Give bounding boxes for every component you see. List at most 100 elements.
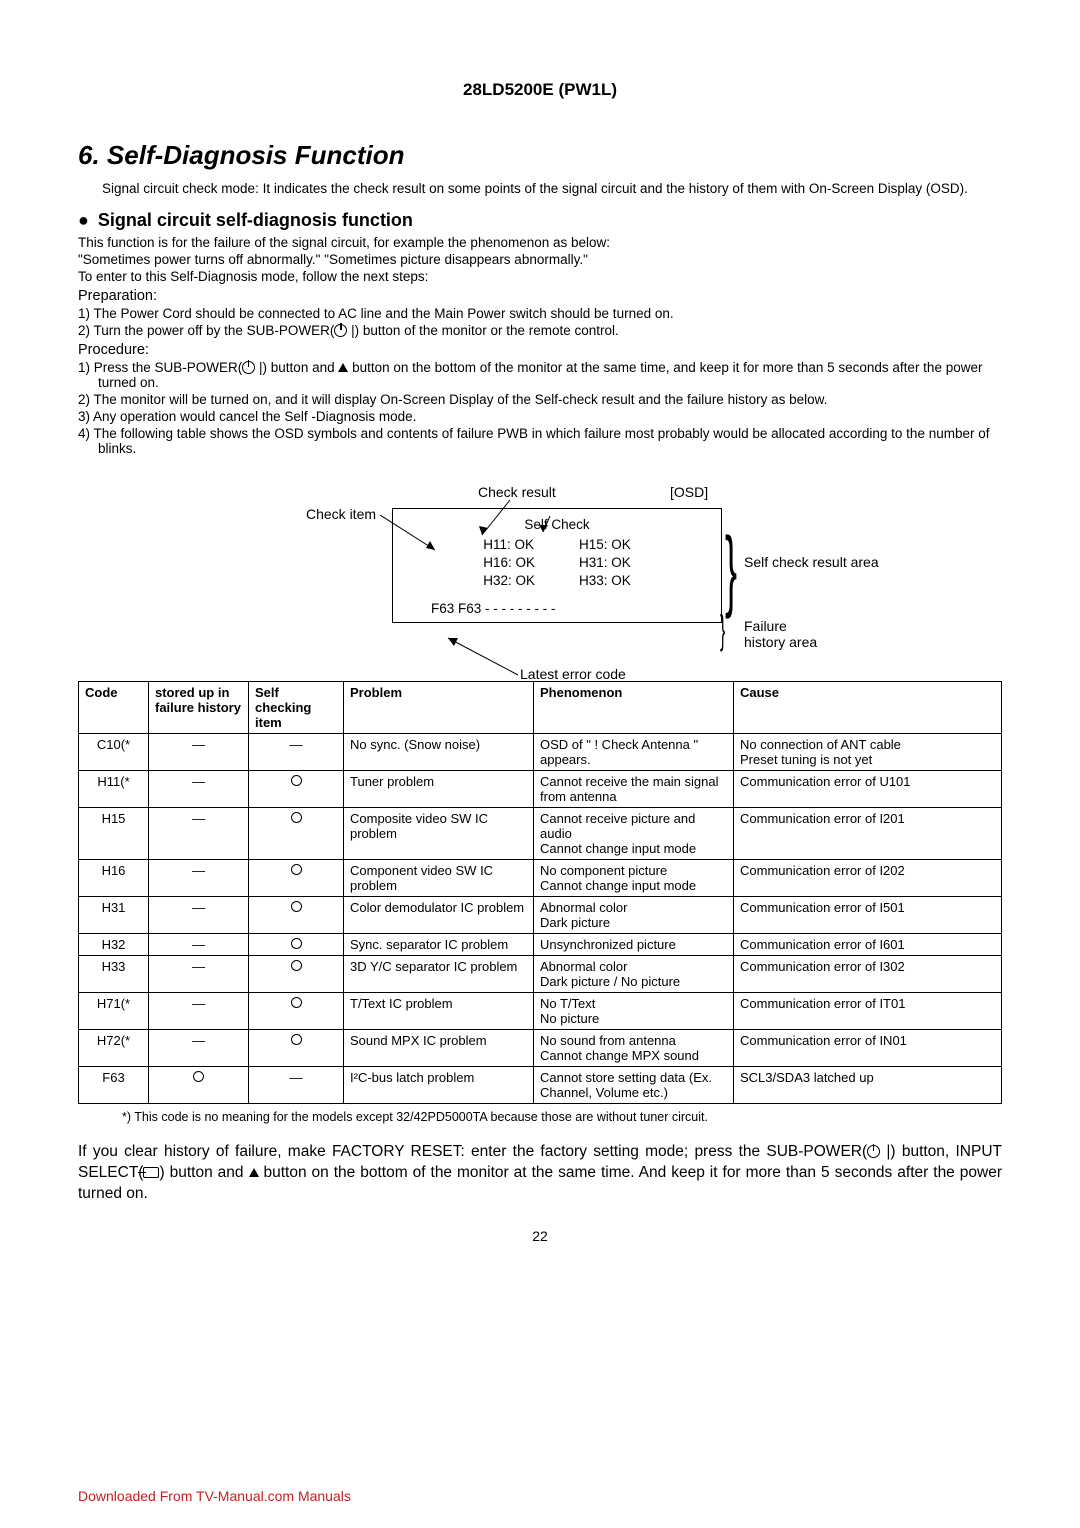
brace-icon: }	[720, 620, 725, 640]
table-cell: H11(*	[79, 770, 149, 807]
proc-step-3: 3) Any operation would cancel the Self -…	[78, 409, 1002, 424]
circle-mark-icon	[291, 812, 302, 823]
table-cell: Communication error of I201	[734, 807, 1002, 859]
osd-c2r1: H15: OK	[579, 536, 631, 554]
table-cell	[149, 1066, 249, 1103]
table-cell: Abnormal colorDark picture / No picture	[534, 955, 734, 992]
table-cell: H15	[79, 807, 149, 859]
table-cell	[249, 807, 344, 859]
table-row: C10(*——No sync. (Snow noise)OSD of " ! C…	[79, 733, 1002, 770]
prep2b: ) button of the monitor or the remote co…	[355, 323, 619, 338]
table-cell	[249, 859, 344, 896]
osd-c1r1: H11: OK	[483, 536, 535, 554]
circle-mark-icon	[291, 901, 302, 912]
section-title: 6. Self-Diagnosis Function	[78, 140, 1002, 171]
table-cell: 3D Y/C separator IC problem	[344, 955, 534, 992]
table-row: H31— Color demodulator IC problemAbnormal…	[79, 896, 1002, 933]
table-cell: —	[149, 770, 249, 807]
proc-step-2: 2) The monitor will be turned on, and it…	[78, 392, 1002, 407]
osd-failure-line: F63 F63 - - - - - - - - -	[393, 601, 721, 616]
table-cell: No sound from antennaCannot change MPX s…	[534, 1029, 734, 1066]
power-icon	[334, 324, 347, 337]
table-row: H16—Component video SW IC problemNo comp…	[79, 859, 1002, 896]
prep-step-2: 2) Turn the power off by the SUB-POWER( …	[78, 323, 1002, 338]
p1b: ) button and	[263, 360, 339, 375]
table-row: H72(*— Sound MPX IC problemNo sound from …	[79, 1029, 1002, 1066]
th-stored: stored up in failure history	[149, 681, 249, 733]
th-cause: Cause	[734, 681, 1002, 733]
procedure-label: Procedure:	[78, 342, 1002, 358]
table-row: H33—3D Y/C separator IC problemAbnormal …	[79, 955, 1002, 992]
osd-c1r2: H16: OK	[483, 554, 535, 572]
label-check-item: Check item	[306, 506, 376, 522]
intro-line-3: To enter to this Self-Diagnosis mode, fo…	[78, 269, 1002, 284]
up-triangle-icon	[249, 1168, 259, 1177]
table-cell: SCL3/SDA3 latched up	[734, 1066, 1002, 1103]
cc: ) button and	[159, 1164, 248, 1181]
table-cell: Communication error of IT01	[734, 992, 1002, 1029]
bullet-icon: ●	[78, 210, 89, 230]
circle-mark-icon	[291, 938, 302, 949]
th-problem: Problem	[344, 681, 534, 733]
osd-inner-title: Self Check	[393, 517, 721, 532]
table-cell	[249, 770, 344, 807]
table-cell: Tuner problem	[344, 770, 534, 807]
circle-mark-icon	[291, 1034, 302, 1045]
osd-c2r2: H31: OK	[579, 554, 631, 572]
circle-mark-icon	[291, 997, 302, 1008]
table-cell: —	[149, 955, 249, 992]
table-cell: Cannot receive picture and audioCannot c…	[534, 807, 734, 859]
osd-diagram: Check result [OSD] Check item Self Check…	[260, 490, 820, 667]
ca: If you clear history of failure, make FA…	[78, 1143, 867, 1160]
th-check: Self checking item	[249, 681, 344, 733]
table-cell	[249, 955, 344, 992]
table-row: H32—Sync. separator IC problemUnsynchron…	[79, 933, 1002, 955]
table-row: H11(*— Tuner problemCannot receive the ma…	[79, 770, 1002, 807]
power-icon	[242, 361, 255, 374]
table-cell: No component pictureCannot change input …	[534, 859, 734, 896]
th-phenom: Phenomenon	[534, 681, 734, 733]
table-cell: —	[149, 807, 249, 859]
up-triangle-icon	[338, 363, 348, 372]
table-cell	[249, 992, 344, 1029]
section-name: Self-Diagnosis Function	[107, 140, 405, 170]
brace-icon: }	[725, 548, 737, 593]
proc-step-1: 1) Press the SUB-POWER( |) button and bu…	[78, 360, 1002, 390]
table-cell: —	[249, 1066, 344, 1103]
preparation-label: Preparation:	[78, 288, 1002, 304]
prep-step-1: 1) The Power Cord should be connected to…	[78, 306, 1002, 321]
intro-text: Signal circuit check mode: It indicates …	[102, 181, 1002, 196]
table-cell: —	[149, 733, 249, 770]
table-cell: H71(*	[79, 992, 149, 1029]
table-cell: OSD of " ! Check Antenna " appears.	[534, 733, 734, 770]
table-cell: Sound MPX IC problem	[344, 1029, 534, 1066]
table-cell: —	[149, 896, 249, 933]
label-osd: [OSD]	[670, 484, 708, 500]
circle-mark-icon	[291, 775, 302, 786]
table-header-row: Code stored up in failure history Self c…	[79, 681, 1002, 733]
table-cell	[249, 933, 344, 955]
p1a: 1) Press the SUB-POWER(	[78, 360, 242, 375]
table-cell: C10(*	[79, 733, 149, 770]
table-cell: Cannot receive the main signal from ante…	[534, 770, 734, 807]
table-cell: Unsynchronized picture	[534, 933, 734, 955]
table-cell: Cannot store setting data (Ex. Channel, …	[534, 1066, 734, 1103]
table-cell: H31	[79, 896, 149, 933]
table-cell: —	[149, 859, 249, 896]
page-number: 22	[78, 1228, 1002, 1244]
table-cell	[249, 1029, 344, 1066]
table-cell: H72(*	[79, 1029, 149, 1066]
table-cell: No T/TextNo picture	[534, 992, 734, 1029]
table-cell: Abnormal colorDark picture	[534, 896, 734, 933]
osd-col-1: H11: OK H16: OK H32: OK	[483, 536, 535, 591]
osd-col-2: H15: OK H31: OK H33: OK	[579, 536, 631, 591]
table-cell: —	[149, 1029, 249, 1066]
power-icon	[867, 1145, 880, 1158]
table-cell: Color demodulator IC problem	[344, 896, 534, 933]
table-cell: —	[149, 992, 249, 1029]
model-header: 28LD5200E (PW1L)	[78, 80, 1002, 100]
table-cell: Communication error of U101	[734, 770, 1002, 807]
table-cell: H16	[79, 859, 149, 896]
osd-box: Self Check H11: OK H16: OK H32: OK H15: …	[392, 508, 722, 623]
table-row: F63—I²C-bus latch problemCannot store se…	[79, 1066, 1002, 1103]
